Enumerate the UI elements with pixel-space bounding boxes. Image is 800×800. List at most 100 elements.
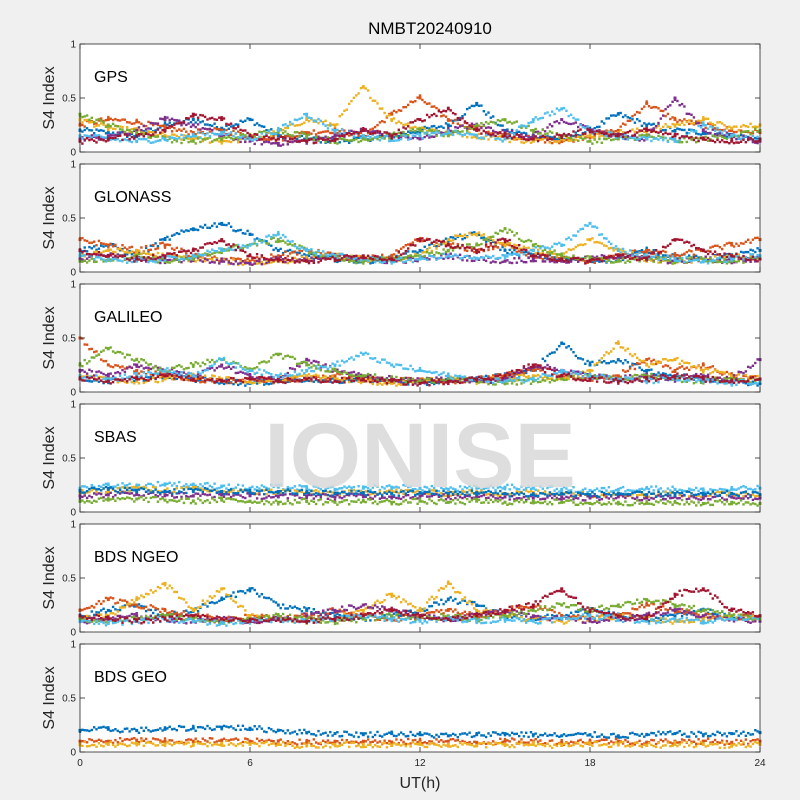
data-point xyxy=(725,135,729,138)
data-point xyxy=(510,253,514,256)
data-point xyxy=(373,130,377,133)
data-point xyxy=(135,120,139,124)
data-point xyxy=(690,135,693,139)
data-point xyxy=(331,139,334,142)
data-point xyxy=(480,137,483,141)
data-point xyxy=(333,259,337,263)
data-point xyxy=(659,109,662,112)
data-point xyxy=(501,242,504,245)
data-point xyxy=(723,255,726,259)
data-point xyxy=(614,256,618,260)
data-point xyxy=(621,253,625,257)
data-point xyxy=(567,139,570,143)
data-point xyxy=(237,130,240,133)
data-point xyxy=(152,123,155,127)
data-point xyxy=(253,259,256,263)
data-point xyxy=(397,139,400,142)
data-point xyxy=(232,382,235,386)
data-point xyxy=(211,380,214,383)
data-point xyxy=(159,258,162,261)
data-point xyxy=(446,131,450,135)
data-point xyxy=(388,132,391,135)
data-point xyxy=(735,141,738,144)
data-point xyxy=(329,122,332,125)
data-point xyxy=(362,134,365,137)
data-point xyxy=(121,255,124,258)
data-point xyxy=(312,380,315,383)
data-point xyxy=(270,257,273,260)
data-point xyxy=(326,127,330,130)
data-point xyxy=(461,258,464,262)
data-point xyxy=(433,112,436,116)
data-point xyxy=(203,123,207,126)
data-point xyxy=(603,259,606,263)
data-point xyxy=(536,248,540,251)
data-point xyxy=(560,136,563,139)
data-point xyxy=(232,134,235,138)
data-point xyxy=(355,258,358,261)
data-point xyxy=(624,135,627,139)
data-point xyxy=(90,116,93,119)
data-point xyxy=(128,259,131,262)
data-point xyxy=(671,259,674,262)
data-point xyxy=(114,250,117,254)
data-point xyxy=(518,134,521,137)
data-point xyxy=(163,124,167,127)
data-point xyxy=(494,257,497,260)
data-point xyxy=(279,379,282,382)
data-point xyxy=(732,259,736,263)
data-point xyxy=(456,243,459,246)
data-point xyxy=(168,126,171,130)
data-point xyxy=(241,260,245,263)
data-point xyxy=(685,250,688,254)
data-point xyxy=(692,130,696,133)
data-point xyxy=(331,128,334,131)
data-point xyxy=(711,139,714,142)
data-point xyxy=(319,252,322,255)
data-point xyxy=(402,260,405,264)
data-point xyxy=(480,236,483,240)
data-point xyxy=(425,238,429,242)
data-point xyxy=(636,258,639,262)
data-point xyxy=(107,246,110,249)
data-point xyxy=(281,253,285,256)
data-point xyxy=(81,123,84,127)
data-point xyxy=(418,131,422,134)
data-point xyxy=(527,136,530,139)
data-point xyxy=(343,139,346,143)
data-point xyxy=(739,137,743,141)
data-point xyxy=(650,106,653,109)
data-point xyxy=(175,377,178,381)
data-point xyxy=(433,105,436,108)
data-point xyxy=(225,128,228,132)
data-point xyxy=(260,132,263,135)
data-point xyxy=(553,256,556,259)
data-point xyxy=(541,116,544,120)
data-point xyxy=(348,260,351,263)
data-point xyxy=(255,237,259,240)
data-point xyxy=(126,138,129,142)
data-point xyxy=(518,247,521,250)
data-point xyxy=(425,383,429,386)
data-point xyxy=(97,254,101,257)
data-point xyxy=(343,135,346,138)
data-point xyxy=(610,135,613,138)
data-point xyxy=(361,259,365,263)
data-point xyxy=(603,237,606,240)
data-point xyxy=(529,121,533,124)
data-point xyxy=(317,137,320,141)
data-point xyxy=(680,135,684,138)
data-point xyxy=(695,254,698,257)
data-point xyxy=(123,251,127,254)
data-point xyxy=(673,134,677,138)
data-point xyxy=(140,252,143,255)
data-point xyxy=(501,374,504,378)
data-point xyxy=(647,257,651,260)
data-point xyxy=(484,259,488,263)
data-point xyxy=(111,134,115,137)
data-point xyxy=(194,125,197,129)
data-point xyxy=(610,261,613,264)
data-point xyxy=(654,257,658,260)
data-point xyxy=(140,246,143,249)
data-point xyxy=(718,129,722,133)
